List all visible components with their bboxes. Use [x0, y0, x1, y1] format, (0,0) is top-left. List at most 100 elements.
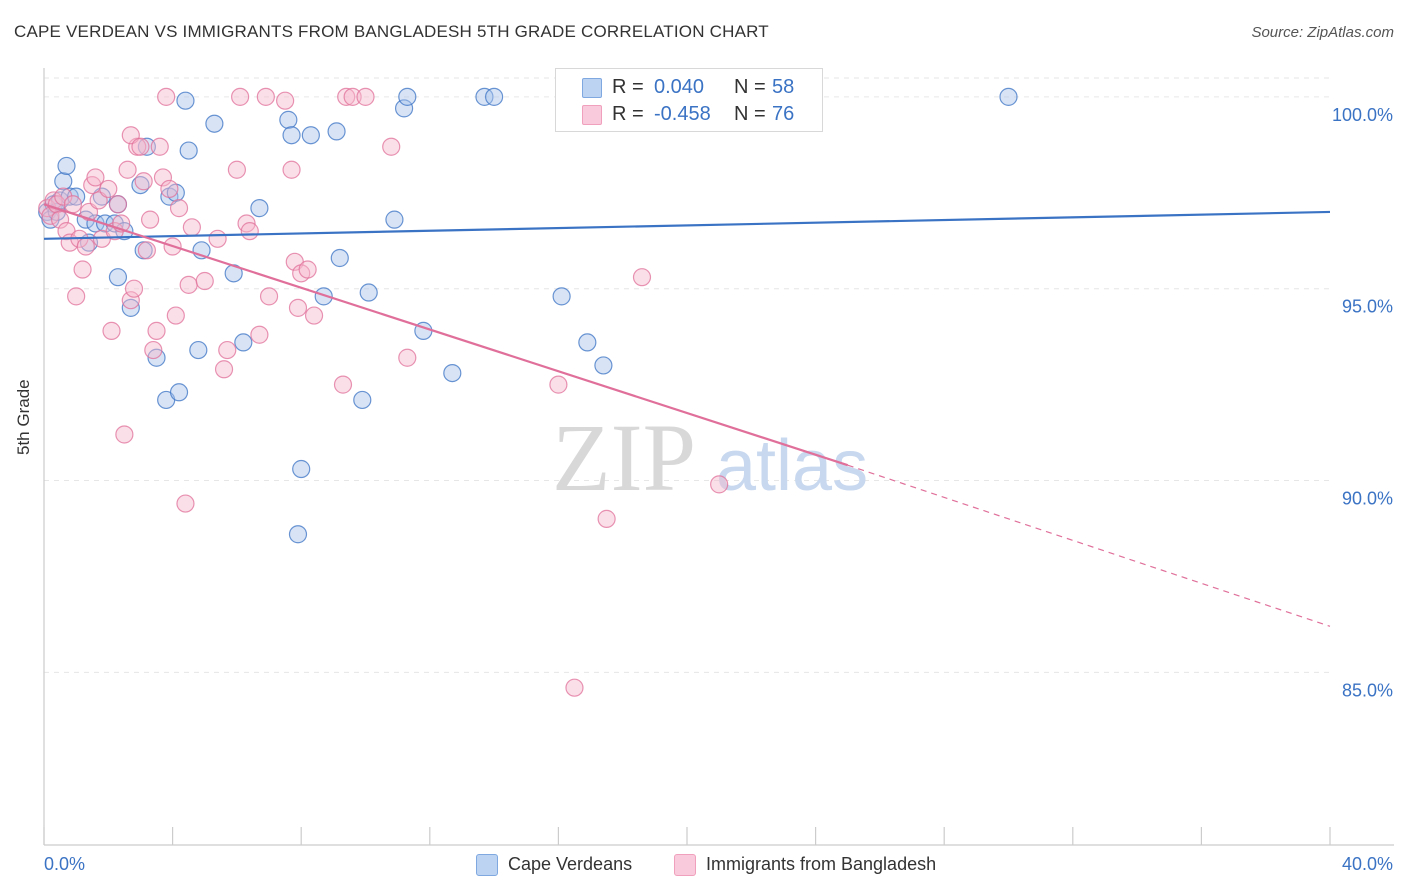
bangladesh-point: [182, 218, 201, 237]
n-label: N =: [734, 103, 766, 125]
legend-label: Cape Verdeans: [508, 854, 633, 874]
watermark: ZIP atlas: [552, 404, 868, 511]
cape-verdean-point: [282, 126, 301, 145]
n-value: 58: [772, 76, 795, 98]
bangladesh-point: [76, 237, 95, 256]
cape-verdean-point: [301, 126, 320, 145]
bangladesh-point: [137, 241, 156, 260]
cape-verdean-point: [327, 122, 346, 141]
bangladesh-point: [304, 306, 324, 325]
bangladesh-point: [382, 137, 401, 156]
bangladesh-point: [50, 210, 70, 229]
bangladesh-point: [282, 160, 301, 179]
cape-verdean-point: [578, 333, 597, 352]
r-value: -0.458: [654, 103, 711, 125]
stats-swatch-pink: [582, 105, 602, 125]
bangladesh-point: [710, 475, 729, 494]
cape-verdean-point: [279, 110, 298, 129]
bangladesh-point: [276, 91, 295, 110]
bangladesh-point: [134, 172, 153, 191]
cape-verdean-trend: [43, 210, 1331, 240]
cape-verdean-point: [176, 91, 195, 110]
cape-verdean-point: [234, 333, 253, 352]
cape-verdean-point: [443, 363, 462, 383]
watermark-atlas: atlas: [716, 426, 868, 506]
trend-lines: [43, 203, 1331, 627]
legend-swatch-blue: [476, 854, 498, 876]
r-label: R =: [612, 103, 644, 125]
bangladesh-point: [118, 160, 137, 179]
bangladesh-point: [121, 291, 140, 310]
y-tick-label: 85.0%: [1342, 680, 1393, 700]
bangladesh-point: [99, 179, 118, 199]
bangladesh-point: [160, 179, 179, 199]
x-tick-label: 40.0%: [1342, 854, 1393, 874]
bangladesh-point: [597, 509, 616, 528]
bangladesh-point: [218, 340, 237, 360]
cape-verdean-point: [108, 268, 128, 287]
bangladesh-point: [102, 321, 121, 340]
bangladesh-trend-extension: [847, 464, 1331, 627]
cape-verdean-point: [169, 383, 189, 402]
bangladesh-point: [240, 222, 259, 241]
cape-verdean-point: [594, 356, 613, 375]
cape-verdean-point: [250, 199, 269, 218]
cape-verdean-point: [314, 287, 333, 306]
y-tick-label: 90.0%: [1342, 489, 1393, 509]
cape-verdean-point: [394, 99, 414, 118]
bangladesh-point: [398, 348, 417, 367]
bangladesh-point: [140, 210, 160, 229]
cape-verdean-point: [359, 283, 378, 302]
cape-verdean-point: [189, 340, 208, 360]
bangladesh-point: [153, 168, 173, 187]
cape-verdean-point: [330, 248, 349, 268]
bangladesh-point: [195, 271, 214, 291]
cape-verdean-point: [292, 459, 311, 479]
bangladesh-point: [144, 340, 163, 360]
y-tick-label: 95.0%: [1342, 297, 1393, 317]
chart-title: CAPE VERDEAN VS IMMIGRANTS FROM BANGLADE…: [14, 22, 769, 41]
cape-verdean-point: [475, 87, 494, 106]
watermark-zip: ZIP: [552, 404, 696, 511]
bangladesh-point: [150, 137, 169, 156]
bangladesh-point: [214, 360, 234, 379]
r-label: R =: [612, 76, 644, 98]
legend-label: Immigrants from Bangladesh: [706, 854, 937, 874]
bangladesh-point: [115, 425, 134, 444]
bangladesh-point: [157, 87, 176, 106]
bangladesh-point: [67, 287, 86, 306]
cape-verdean-point: [57, 156, 76, 176]
bangladesh-point: [343, 87, 362, 106]
x-tick-label: 0.0%: [44, 854, 85, 874]
cape-verdean-point: [288, 525, 308, 544]
source-label: Source: ZipAtlas.com: [1251, 24, 1394, 41]
bangladesh-point: [166, 306, 185, 325]
n-label: N =: [734, 76, 766, 98]
bangladesh-point: [337, 87, 356, 106]
bangladesh-point: [63, 195, 83, 214]
bangladesh-point: [231, 87, 250, 106]
cape-verdean-point: [54, 172, 73, 191]
bangladesh-point: [565, 678, 584, 697]
cape-verdean-point: [353, 390, 372, 410]
bangladesh-point: [288, 298, 308, 317]
bangladesh-point: [73, 260, 92, 279]
bangladesh-point: [256, 87, 275, 106]
bangladesh-trend: [43, 203, 849, 467]
bangladesh-point: [54, 187, 73, 206]
legend-swatch-pink: [674, 854, 696, 876]
cape-verdean-point: [385, 210, 404, 229]
bangladesh-point: [632, 268, 652, 287]
y-axis-label: 5th Grade: [14, 379, 33, 455]
cape-verdean-point: [999, 87, 1018, 106]
cape-verdean-point: [398, 87, 417, 106]
bangladesh-point: [356, 87, 375, 106]
stats-swatch-blue: [582, 78, 602, 98]
bangladesh-point: [250, 325, 269, 344]
bangladesh-point: [131, 137, 150, 156]
bangladesh-point: [147, 321, 166, 340]
stats-box: R = 0.040 N = 58 R = -0.458 N = 76: [555, 68, 823, 132]
cape-verdean-point: [121, 298, 140, 317]
bangladesh-point: [108, 195, 128, 214]
y-tick-label: 100.0%: [1332, 105, 1393, 125]
